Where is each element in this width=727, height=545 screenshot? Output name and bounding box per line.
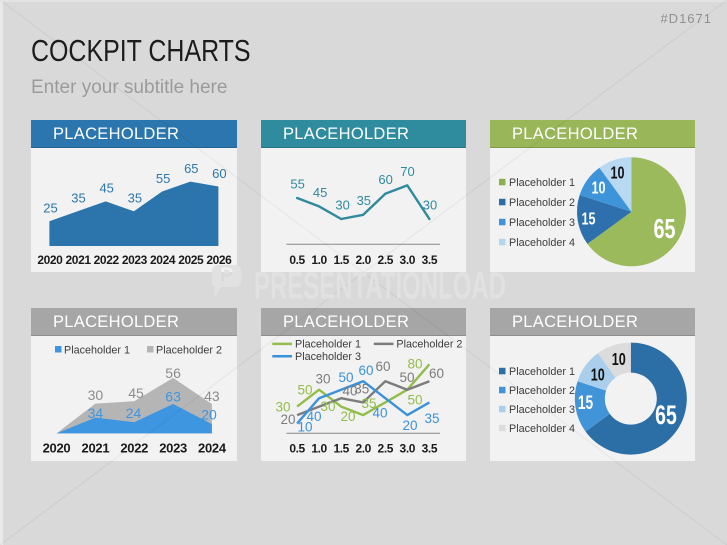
svg-text:10: 10 [610, 164, 624, 184]
svg-text:55: 55 [290, 176, 304, 191]
svg-text:24: 24 [126, 405, 142, 421]
svg-text:15: 15 [578, 392, 593, 414]
svg-text:1.5: 1.5 [333, 442, 349, 456]
svg-text:3.5: 3.5 [422, 442, 438, 456]
svg-text:60: 60 [378, 172, 392, 187]
svg-text:20: 20 [280, 412, 295, 427]
svg-text:10: 10 [591, 366, 605, 386]
svg-text:70: 70 [400, 164, 414, 179]
svg-text:35: 35 [354, 381, 369, 396]
svg-text:35: 35 [424, 411, 439, 426]
svg-text:10: 10 [591, 178, 605, 198]
svg-text:Placeholder 1: Placeholder 1 [509, 177, 575, 189]
svg-text:0.5: 0.5 [289, 442, 305, 456]
svg-text:Placeholder 2: Placeholder 2 [396, 338, 462, 350]
svg-text:2020: 2020 [37, 253, 63, 267]
svg-text:15: 15 [581, 210, 595, 230]
svg-text:Placeholder 2: Placeholder 2 [509, 385, 575, 397]
svg-text:Placeholder 3: Placeholder 3 [509, 217, 575, 229]
svg-text:3.5: 3.5 [422, 253, 438, 267]
svg-text:50: 50 [407, 393, 422, 408]
svg-text:Placeholder 1: Placeholder 1 [509, 366, 575, 378]
svg-text:30: 30 [320, 399, 335, 414]
svg-text:2022: 2022 [94, 253, 120, 267]
svg-text:2021: 2021 [66, 253, 92, 267]
svg-text:45: 45 [99, 181, 113, 196]
svg-text:35: 35 [357, 193, 371, 208]
svg-text:65: 65 [184, 161, 198, 176]
svg-text:20: 20 [340, 409, 355, 424]
svg-text:10: 10 [612, 350, 626, 370]
svg-text:35: 35 [71, 191, 85, 206]
svg-text:34: 34 [88, 405, 104, 421]
svg-text:2026: 2026 [206, 253, 232, 267]
svg-text:20: 20 [201, 406, 217, 422]
svg-text:56: 56 [165, 365, 181, 381]
svg-text:45: 45 [128, 385, 144, 401]
svg-text:2022: 2022 [120, 441, 148, 456]
svg-text:30: 30 [335, 197, 349, 212]
svg-text:55: 55 [156, 171, 170, 186]
svg-text:Placeholder 2: Placeholder 2 [509, 197, 575, 209]
svg-text:50: 50 [399, 370, 414, 385]
svg-text:35: 35 [361, 396, 376, 411]
svg-text:Placeholder 2: Placeholder 2 [156, 345, 222, 357]
svg-text:60: 60 [375, 359, 390, 374]
svg-text:Placeholder 1: Placeholder 1 [295, 338, 361, 350]
svg-text:30: 30 [315, 372, 330, 387]
svg-text:2.5: 2.5 [378, 253, 394, 267]
svg-text:50: 50 [297, 383, 312, 398]
svg-text:2.0: 2.0 [355, 253, 371, 267]
svg-text:25: 25 [43, 201, 57, 216]
svg-text:65: 65 [655, 400, 677, 430]
svg-text:0.5: 0.5 [289, 253, 305, 267]
svg-text:30: 30 [423, 197, 437, 212]
svg-text:60: 60 [212, 166, 226, 181]
svg-text:2023: 2023 [122, 253, 148, 267]
svg-text:Placeholder 1: Placeholder 1 [64, 345, 130, 357]
svg-text:40: 40 [342, 384, 357, 399]
svg-text:1.5: 1.5 [333, 253, 349, 267]
svg-text:1.0: 1.0 [311, 253, 327, 267]
svg-text:10: 10 [297, 420, 312, 435]
svg-text:2023: 2023 [159, 441, 187, 456]
svg-text:2021: 2021 [82, 441, 110, 456]
svg-text:63: 63 [165, 388, 181, 404]
svg-text:2024: 2024 [198, 441, 227, 456]
svg-text:40: 40 [306, 409, 321, 424]
svg-text:2.5: 2.5 [378, 442, 394, 456]
svg-text:3.0: 3.0 [400, 253, 416, 267]
svg-text:35: 35 [128, 191, 142, 206]
svg-text:20: 20 [402, 418, 417, 433]
svg-text:80: 80 [407, 357, 422, 372]
svg-text:2025: 2025 [178, 253, 204, 267]
svg-text:1.0: 1.0 [311, 442, 327, 456]
svg-text:45: 45 [313, 185, 327, 200]
svg-text:2020: 2020 [43, 441, 71, 456]
svg-text:30: 30 [275, 400, 290, 415]
svg-text:50: 50 [338, 370, 353, 385]
svg-text:2024: 2024 [150, 253, 176, 267]
svg-text:40: 40 [372, 405, 387, 420]
svg-text:65: 65 [653, 214, 675, 245]
svg-text:43: 43 [204, 388, 220, 404]
svg-text:Placeholder 3: Placeholder 3 [509, 404, 575, 416]
svg-text:60: 60 [358, 363, 373, 378]
svg-text:Placeholder 4: Placeholder 4 [509, 237, 575, 249]
svg-text:2.0: 2.0 [355, 442, 371, 456]
svg-text:60: 60 [429, 366, 444, 381]
svg-text:Placeholder 3: Placeholder 3 [295, 351, 361, 363]
svg-text:30: 30 [88, 387, 104, 403]
svg-text:Placeholder 4: Placeholder 4 [509, 423, 575, 435]
svg-text:3.0: 3.0 [400, 442, 416, 456]
